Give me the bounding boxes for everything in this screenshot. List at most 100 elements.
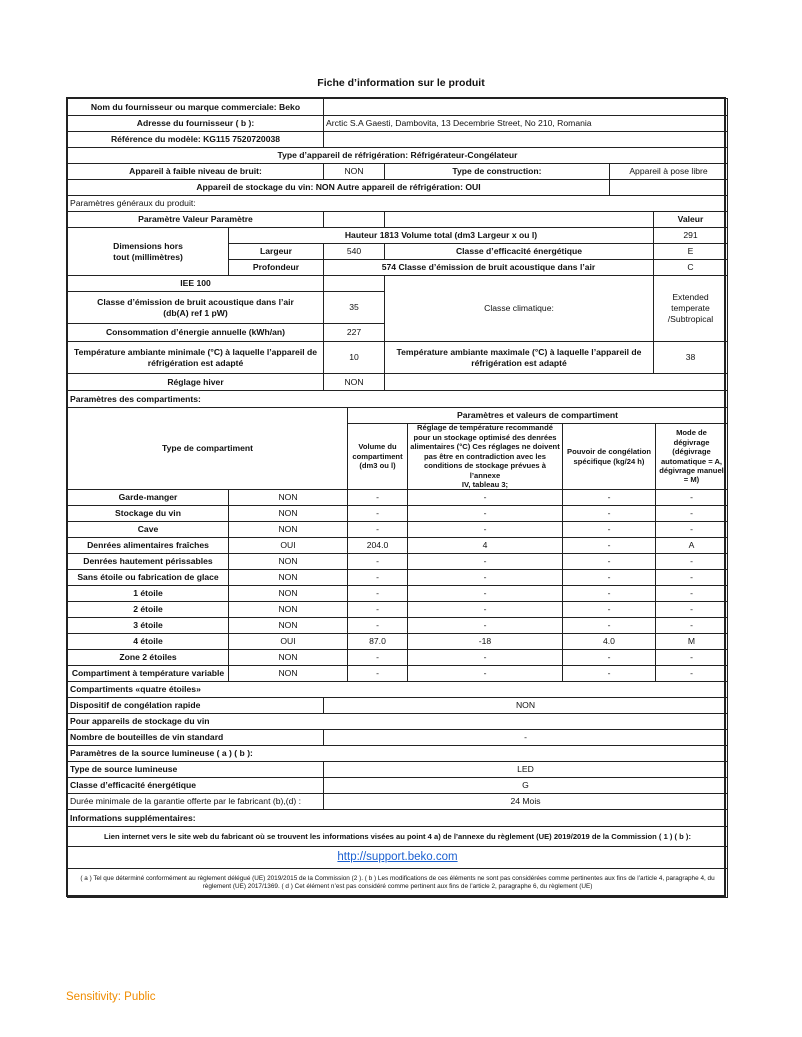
compartment-value: - [655,601,728,618]
compartment-value: - [407,617,563,634]
compartment-name: Denrées alimentaires fraîches [67,537,229,554]
compartment-value: - [562,585,656,602]
compartment-value: - [562,521,656,538]
compartment-value: - [655,569,728,586]
noise-emission-label: Classe d’émission de bruit acoustique da… [67,291,324,324]
compartment-value: - [655,649,728,666]
energy-class-label: Classe d’efficacité énergétique [384,243,654,260]
light-class-value: G [323,777,728,794]
compartment-value: NON [228,521,348,538]
compartment-value: - [347,569,408,586]
fast-freeze-label: Dispositif de congélation rapide [67,697,324,714]
compartment-value: - [407,521,563,538]
compartment-type-header: Type de compartiment [67,407,348,490]
winter-value: NON [323,373,385,391]
compartment-value: - [562,665,656,682]
param-header: Paramètre Valeur Paramètre [67,211,324,228]
bottles-value: - [323,729,728,746]
compartment-value: A [655,537,728,554]
max-temp-value: 38 [653,341,728,374]
compartment-value: - [347,649,408,666]
compartment-value: - [655,505,728,522]
compartment-value: - [347,665,408,682]
empty-cell [323,131,728,148]
height-row: Hauteur 1813 Volume total (dm3 Largeur x… [228,227,654,244]
compartment-value: 4 [407,537,563,554]
compartment-value: - [562,505,656,522]
compartment-value: 204.0 [347,537,408,554]
model-reference: Référence du modèle: KG115 7520720038 [67,131,324,148]
compartment-value: - [655,617,728,634]
support-link[interactable]: http://support.beko.com [337,851,458,864]
empty-cell [323,275,385,292]
compartment-value: - [347,489,408,506]
compartment-value: - [347,585,408,602]
compartment-value: OUI [228,633,348,650]
warranty-label: Durée minimale de la garantie offerte pa… [67,793,324,810]
compartment-value: NON [228,553,348,570]
construction-value: Appareil à pose libre [609,163,728,180]
compartment-value: M [655,633,728,650]
depth-row: 574 Classe d’émission de bruit acoustiqu… [323,259,654,276]
compartment-value: - [655,665,728,682]
compartment-name: Garde-manger [67,489,229,506]
energy-class-value: E [653,243,728,260]
compartment-name: 4 étoile [67,633,229,650]
compartment-value: - [562,569,656,586]
min-temp-value: 10 [323,341,385,374]
compartment-value: 4.0 [562,633,656,650]
link-label: Lien internet vers le site web du fabric… [67,826,728,847]
compartment-name: Cave [67,521,229,538]
empty-cell [323,211,385,228]
compartment-value: - [407,553,563,570]
compartment-value: - [347,601,408,618]
compartment-value: - [347,505,408,522]
footnote: ( a ) Tel que déterminé conformément au … [67,868,728,898]
compartment-group-header: Paramètres et valeurs de compartiment [347,407,728,424]
compartment-value: - [655,553,728,570]
compartment-value: NON [228,585,348,602]
compartment-value: - [407,505,563,522]
low-noise-value: NON [323,163,385,180]
four-star-heading: Compartiments «quatre étoiles» [67,681,728,698]
width-label: Largeur [228,243,324,260]
bottles-label: Nombre de bouteilles de vin standard [67,729,324,746]
compartment-value: - [562,489,656,506]
min-temp-label: Température ambiante minimale (°C) à laq… [67,341,324,374]
general-params-heading: Paramètres généraux du produit: [67,195,728,212]
compartment-value: - [655,585,728,602]
consumption-value: 227 [323,323,385,342]
light-type-label: Type de source lumineuse [67,761,324,778]
address-value: Arctic S.A Gaesti, Dambovita, 13 Decembr… [323,115,728,132]
address-label: Adresse du fournisseur ( b ): [67,115,324,132]
compartment-name: Denrées hautement périssables [67,553,229,570]
compartment-value: - [562,617,656,634]
compartment-name: 2 étoile [67,601,229,618]
compartment-value: NON [228,601,348,618]
climate-class-label: Classe climatique: [384,275,654,342]
compartment-name: Zone 2 étoiles [67,649,229,666]
noise-class-value: C [653,259,728,276]
col-volume: Volume du compartiment (dm3 ou l) [347,423,408,490]
compartment-value: NON [228,665,348,682]
compartment-value: - [655,521,728,538]
light-type-value: LED [323,761,728,778]
construction-label: Type de construction: [384,163,610,180]
width-value: 540 [323,243,385,260]
compartment-name: 3 étoile [67,617,229,634]
compartment-name: Sans étoile ou fabrication de glace [67,569,229,586]
col-freeze: Pouvoir de congélation spécifique (kg/24… [562,423,656,490]
col-defrost: Mode de dégivrage (dégivrage automatique… [655,423,728,490]
compartment-value: NON [228,617,348,634]
winter-label: Réglage hiver [67,373,324,391]
light-heading: Paramètres de la source lumineuse ( a ) … [67,745,728,762]
page-title: Fiche d’information sur le produit [317,77,485,89]
compartment-value: NON [228,569,348,586]
depth-label: Profondeur [228,259,324,276]
noise-emission-value: 35 [323,291,385,324]
compartment-value: - [407,489,563,506]
compartment-value: NON [228,489,348,506]
compartment-value: OUI [228,537,348,554]
compartment-value: - [562,601,656,618]
